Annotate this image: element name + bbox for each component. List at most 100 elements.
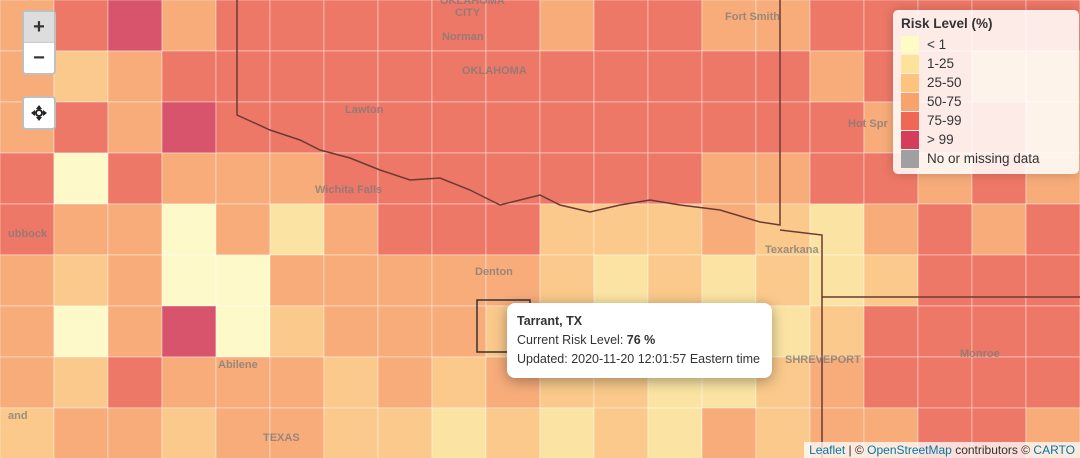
county[interactable] — [323, 203, 379, 256]
county[interactable] — [377, 407, 433, 458]
county[interactable] — [701, 101, 757, 154]
county[interactable] — [269, 305, 325, 358]
county[interactable] — [161, 152, 217, 205]
county[interactable] — [539, 254, 595, 307]
county[interactable] — [431, 305, 487, 358]
county[interactable] — [107, 0, 163, 52]
county[interactable] — [863, 203, 919, 256]
county[interactable] — [323, 407, 379, 458]
county[interactable] — [539, 152, 595, 205]
county[interactable] — [485, 407, 541, 458]
county[interactable] — [485, 101, 541, 154]
zoom-in[interactable]: + — [24, 12, 54, 43]
county[interactable] — [701, 203, 757, 256]
county[interactable] — [161, 0, 217, 52]
county[interactable] — [0, 305, 55, 358]
county[interactable] — [53, 356, 109, 409]
county[interactable] — [161, 305, 217, 358]
county[interactable] — [161, 356, 217, 409]
county[interactable] — [485, 50, 541, 103]
county[interactable] — [485, 0, 541, 52]
county[interactable] — [323, 305, 379, 358]
county[interactable] — [755, 101, 811, 154]
county[interactable] — [755, 50, 811, 103]
county[interactable] — [1025, 356, 1080, 409]
county[interactable] — [215, 203, 271, 256]
county[interactable] — [53, 254, 109, 307]
county[interactable] — [0, 356, 55, 409]
leaflet-link[interactable]: Leaflet — [809, 443, 846, 457]
county[interactable] — [971, 254, 1027, 307]
county[interactable] — [431, 356, 487, 409]
county[interactable] — [809, 254, 865, 307]
county[interactable] — [161, 254, 217, 307]
zoom-out[interactable]: − — [33, 47, 45, 69]
county[interactable] — [107, 50, 163, 103]
county[interactable] — [701, 50, 757, 103]
county[interactable] — [809, 50, 865, 103]
county[interactable] — [1025, 305, 1080, 358]
county[interactable] — [593, 152, 649, 205]
county[interactable] — [809, 305, 865, 358]
county[interactable] — [215, 152, 271, 205]
county[interactable] — [1025, 254, 1080, 307]
county[interactable] — [647, 152, 703, 205]
county[interactable] — [593, 101, 649, 154]
county[interactable] — [755, 152, 811, 205]
county[interactable] — [809, 203, 865, 256]
county[interactable] — [323, 152, 379, 205]
county[interactable] — [647, 203, 703, 256]
county[interactable] — [593, 254, 649, 307]
county[interactable] — [647, 101, 703, 154]
county[interactable] — [809, 152, 865, 205]
county[interactable] — [107, 203, 163, 256]
county[interactable] — [107, 305, 163, 358]
county[interactable] — [809, 0, 865, 52]
county[interactable] — [971, 356, 1027, 409]
county[interactable] — [0, 407, 55, 458]
county[interactable] — [593, 407, 649, 458]
county[interactable] — [377, 305, 433, 358]
county[interactable] — [107, 356, 163, 409]
county[interactable] — [917, 254, 973, 307]
county[interactable] — [431, 50, 487, 103]
county[interactable] — [215, 305, 271, 358]
county[interactable] — [431, 0, 487, 52]
county[interactable] — [323, 356, 379, 409]
county[interactable] — [593, 0, 649, 52]
county[interactable] — [377, 203, 433, 256]
county[interactable] — [0, 152, 55, 205]
county[interactable] — [377, 50, 433, 103]
county[interactable] — [53, 152, 109, 205]
county[interactable] — [485, 152, 541, 205]
county[interactable] — [539, 0, 595, 52]
county[interactable] — [215, 254, 271, 307]
county[interactable] — [53, 50, 109, 103]
county[interactable] — [269, 152, 325, 205]
county[interactable] — [269, 0, 325, 52]
county[interactable] — [107, 101, 163, 154]
county[interactable] — [53, 101, 109, 154]
county[interactable] — [971, 203, 1027, 256]
county[interactable] — [809, 356, 865, 409]
county[interactable] — [593, 203, 649, 256]
county[interactable] — [755, 254, 811, 307]
county[interactable] — [215, 50, 271, 103]
county[interactable] — [161, 101, 217, 154]
county[interactable] — [323, 0, 379, 52]
county[interactable] — [755, 0, 811, 52]
county[interactable] — [377, 101, 433, 154]
county[interactable] — [701, 254, 757, 307]
county[interactable] — [701, 0, 757, 52]
county[interactable] — [269, 50, 325, 103]
county[interactable] — [53, 0, 109, 52]
county[interactable] — [647, 254, 703, 307]
locate-button[interactable] — [24, 98, 54, 128]
county[interactable] — [53, 407, 109, 458]
county[interactable] — [215, 407, 271, 458]
county[interactable] — [215, 356, 271, 409]
county[interactable] — [863, 305, 919, 358]
county[interactable] — [377, 0, 433, 52]
county[interactable] — [755, 407, 811, 458]
county[interactable] — [269, 101, 325, 154]
